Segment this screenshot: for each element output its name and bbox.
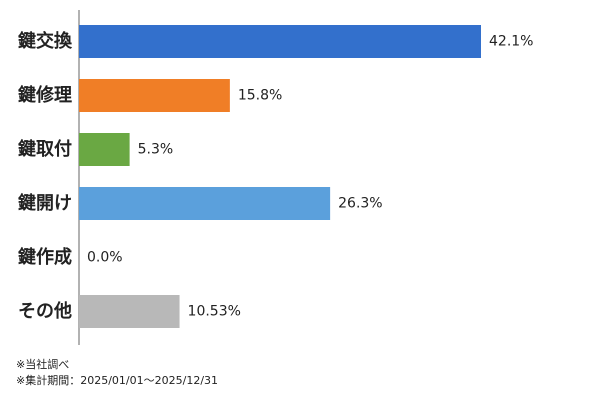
bar — [79, 25, 481, 58]
value-label: 26.3% — [338, 196, 382, 212]
category-label: その他 — [18, 300, 72, 322]
bar — [79, 295, 180, 328]
value-label: 15.8% — [238, 88, 282, 104]
footnotes: ※当社調べ ※集計期間：2025/01/01～2025/12/31 — [16, 357, 218, 389]
bar — [79, 133, 130, 166]
footnote-source: ※当社調べ — [16, 358, 70, 371]
category-label: 鍵修理 — [18, 84, 72, 106]
value-label: 5.3% — [138, 142, 174, 158]
value-label: 10.53% — [188, 304, 241, 320]
footnote-period: ※集計期間：2025/01/01～2025/12/31 — [16, 374, 219, 387]
category-label: 鍵交換 — [18, 30, 73, 52]
value-label: 0.0% — [87, 250, 123, 266]
value-label: 42.1% — [489, 34, 533, 50]
category-label: 鍵取付 — [18, 138, 72, 160]
bar — [79, 79, 230, 112]
category-label: 鍵作成 — [18, 246, 72, 268]
category-label: 鍵開け — [18, 192, 72, 214]
bar — [79, 187, 331, 220]
